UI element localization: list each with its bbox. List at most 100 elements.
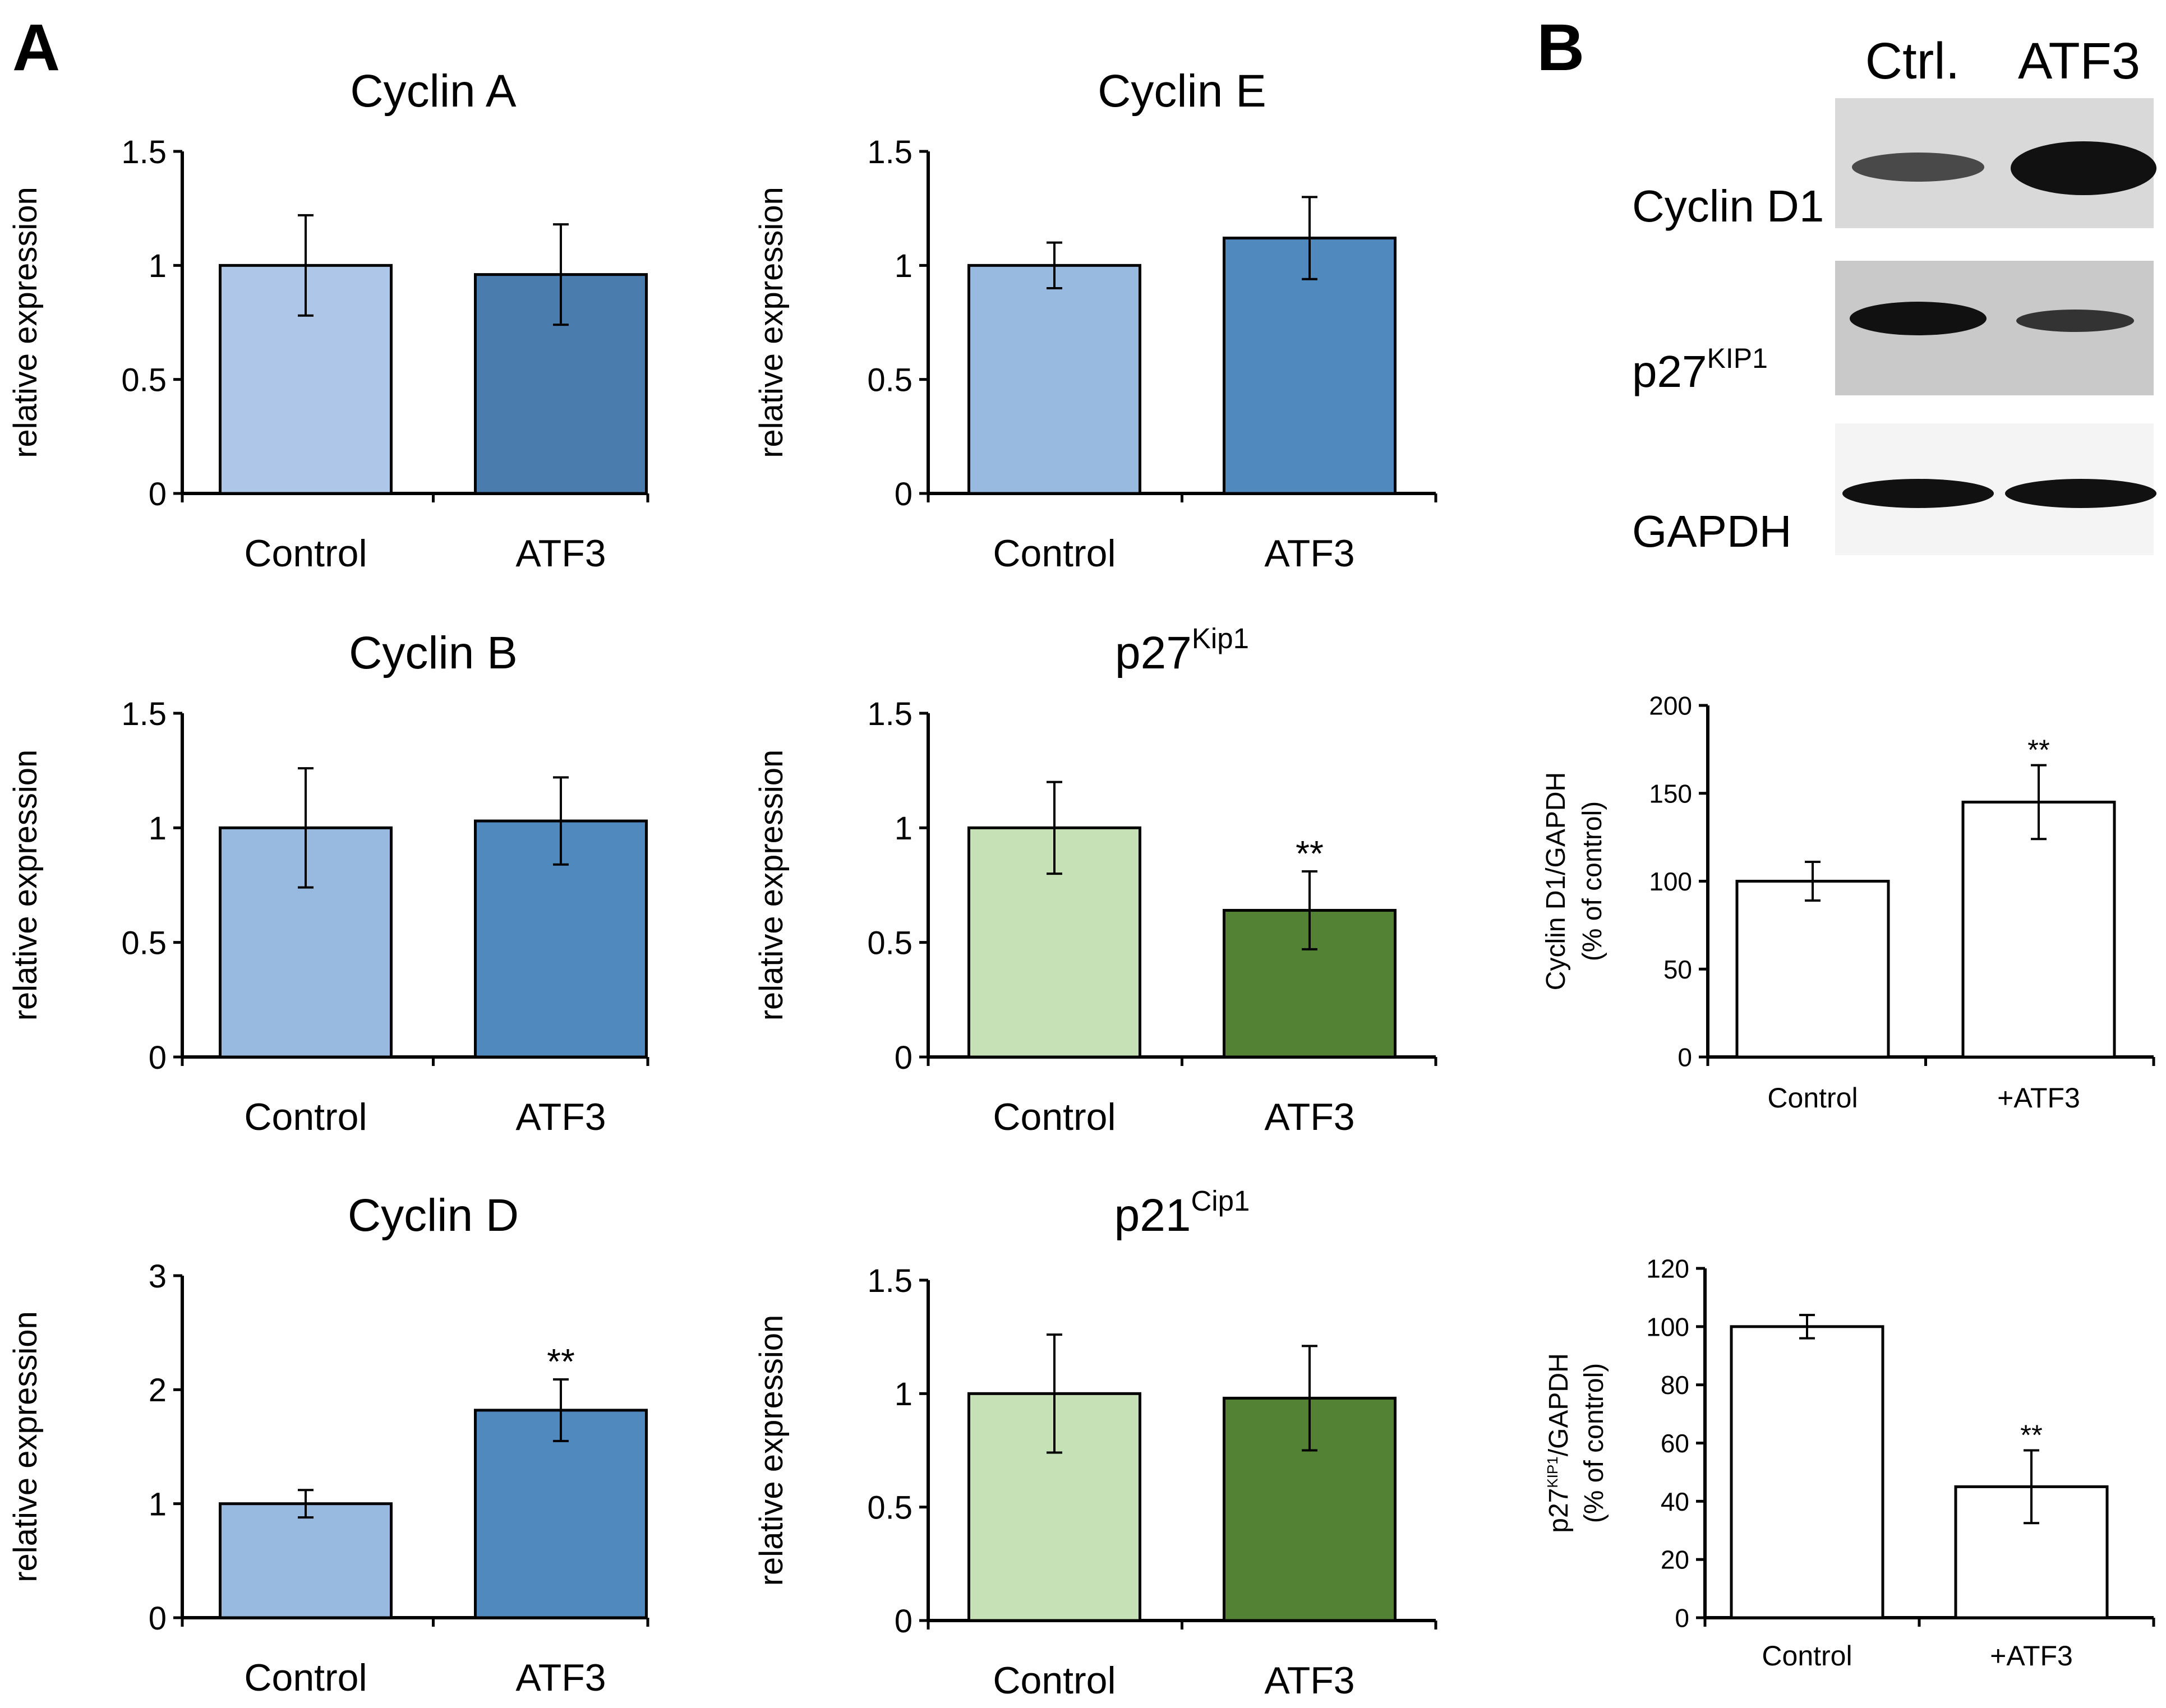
y-tick-label: 2: [149, 1372, 167, 1409]
significance-marker: **: [547, 1341, 575, 1382]
x-category-label: Control: [993, 532, 1116, 575]
chart-title: Cyclin D: [348, 1190, 519, 1241]
blot-lane-atf3: ATF3: [2018, 33, 2140, 90]
blot-band-p27-atf3: [2016, 310, 2134, 332]
y-tick-label: 1: [895, 810, 913, 847]
y-tick-label: 3: [149, 1258, 167, 1295]
y-tick-label: 0: [149, 1600, 167, 1637]
chart-title: p27Kip1: [1115, 622, 1249, 678]
y-tick-label: 1.5: [867, 1263, 913, 1299]
y-axis-label: relative expression: [7, 187, 44, 458]
x-category-label: ATF3: [1264, 1096, 1354, 1138]
x-category-label: Control: [1767, 1082, 1858, 1114]
y-tick-label: 0.5: [867, 925, 913, 962]
y-tick-label: 1.5: [867, 696, 913, 732]
y-tick-label: 1.5: [121, 134, 167, 170]
x-category-label: ATF3: [1264, 532, 1354, 575]
significance-marker: **: [2020, 1419, 2043, 1451]
x-category-label: Control: [1762, 1640, 1852, 1672]
chart-title: Cyclin E: [1098, 66, 1266, 117]
chart-title-sup: Kip1: [1192, 622, 1249, 654]
y-axis-label-text: p27: [1544, 1488, 1574, 1533]
y-axis-label: relative expression: [753, 1315, 790, 1586]
y-tick-label: 0: [895, 1040, 913, 1076]
y-tick-label: 1: [149, 1487, 167, 1523]
y-axis-label: relative expression: [753, 187, 790, 458]
chart-2: Cyclin B 0 0.5 1 1.5 relative expression Contr…: [7, 627, 649, 1138]
panel-label-b: B: [1537, 11, 1584, 85]
bar-control: [219, 1502, 393, 1619]
blot-band-gapdh-atf3: [2005, 479, 2156, 508]
y-axis-label: p27KIP1/GAPDH: [1544, 1353, 1574, 1533]
y-axis-label-line2: (% of control): [1579, 1363, 1609, 1523]
chart-title-text: Cyclin B: [349, 627, 518, 678]
blot-label-p27-base: p27: [1632, 347, 1707, 396]
y-axis-label: Cyclin D1/GAPDH: [1541, 772, 1571, 990]
x-category-label: Control: [244, 1656, 367, 1699]
bar-atf3: [1961, 800, 2116, 1059]
x-category-label: ATF3: [515, 1096, 606, 1138]
chart-title-text: Cyclin E: [1098, 66, 1266, 117]
y-tick-label: 100: [1649, 867, 1692, 896]
y-tick-label: 0.5: [867, 1490, 913, 1526]
chart-title: p21Cip1: [1114, 1185, 1250, 1241]
bar-control: [967, 264, 1141, 495]
y-axis-label-sup: KIP1: [1544, 1456, 1561, 1488]
x-category-label: ATF3: [515, 1656, 606, 1699]
blot-label-cyclin-d1: Cyclin D1: [1632, 181, 1824, 231]
bar-control: [219, 826, 393, 1059]
charts-container: Cyclin A 0 0.5 1 1.5 relative expression Contr…: [7, 66, 2155, 1702]
y-axis-label: relative expression: [753, 750, 790, 1021]
significance-marker: **: [1296, 833, 1324, 874]
y-tick-label: 120: [1646, 1254, 1689, 1284]
y-tick-label: 0: [895, 476, 913, 513]
x-category-label: ATF3: [1264, 1659, 1354, 1702]
y-axis-label: relative expression: [7, 1311, 44, 1582]
blot-label-p27: p27KIP1: [1632, 343, 1768, 396]
western-blot: Ctrl. ATF3 Cyclin D1 p27KIP1 GAPDH: [1632, 33, 2156, 556]
y-tick-label: 60: [1661, 1429, 1689, 1458]
blot-label-gapdh: GAPDH: [1632, 506, 1792, 556]
y-tick-label: 1: [149, 810, 167, 847]
y-axis-label: relative expression: [7, 750, 44, 1021]
y-tick-label: 40: [1661, 1487, 1689, 1516]
x-category-label: Control: [244, 532, 367, 575]
x-category-label: Control: [993, 1659, 1116, 1702]
x-category-label: +ATF3: [1997, 1082, 2080, 1114]
y-tick-label: 0: [1678, 1043, 1692, 1072]
y-tick-label: 1: [895, 1376, 913, 1412]
y-tick-label: 0.5: [121, 925, 167, 962]
y-axis-label-rest: /GAPDH: [1544, 1353, 1574, 1456]
y-tick-label: 0: [895, 1603, 913, 1640]
y-tick-label: 0: [149, 1040, 167, 1076]
significance-marker: **: [2027, 734, 2050, 766]
blot-band-cyclin-d1-ctrl: [1852, 153, 1984, 182]
chart-3: p27Kip1 0 0.5 1 1.5 relative expression Contro…: [753, 622, 1437, 1138]
x-category-label: Control: [244, 1096, 367, 1138]
chart-title-text: Cyclin A: [350, 66, 517, 117]
panel-label-a: A: [12, 11, 60, 85]
blot-band-gapdh-ctrl: [1842, 479, 1994, 508]
y-axis-label-text: Cyclin D1/GAPDH: [1541, 772, 1571, 990]
chart-0: Cyclin A 0 0.5 1 1.5 relative expression Contr…: [7, 66, 649, 575]
y-tick-label: 0.5: [121, 362, 167, 399]
blot-lane-ctrl: Ctrl.: [1865, 33, 1960, 90]
y-tick-label: 200: [1649, 691, 1692, 721]
y-tick-label: 50: [1663, 955, 1692, 984]
bar-control: [1730, 1325, 1884, 1619]
y-tick-label: 20: [1661, 1545, 1689, 1575]
y-tick-label: 0: [149, 476, 167, 513]
bar-control: [1735, 880, 1890, 1059]
blot-label-p27-sup: KIP1: [1707, 343, 1767, 374]
y-tick-label: 1: [895, 248, 913, 284]
y-axis-label-line2: (% of control): [1578, 801, 1607, 961]
chart-6: 0 50 100 150 200 Cyclin D1/GAPDH (% of control…: [1541, 691, 2155, 1114]
y-tick-label: 0: [1675, 1604, 1689, 1633]
chart-title-text: p27: [1115, 627, 1192, 678]
y-tick-label: 1.5: [867, 134, 913, 170]
x-category-label: Control: [993, 1096, 1116, 1138]
y-tick-label: 1.5: [121, 696, 167, 732]
chart-1: Cyclin E 0 0.5 1 1.5 relative expression Contr…: [753, 66, 1437, 575]
y-tick-label: 0.5: [867, 362, 913, 399]
